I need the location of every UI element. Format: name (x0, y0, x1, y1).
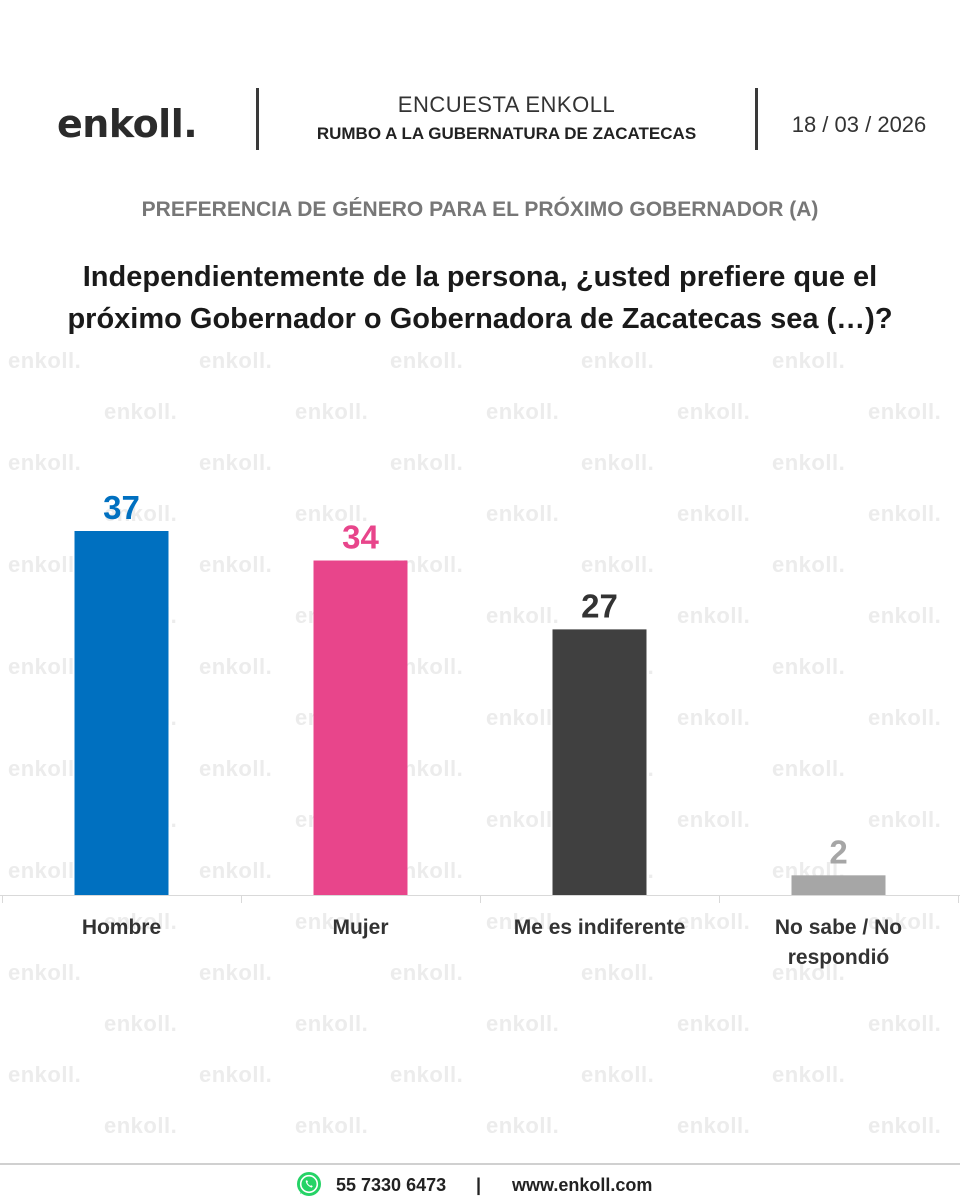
watermark-text: enkoll. (486, 501, 560, 526)
watermark-text: enkoll. (868, 501, 942, 526)
watermark-text: enkoll. (199, 450, 273, 475)
watermark-text: enkoll. (8, 1062, 82, 1087)
watermark-text: enkoll. (199, 552, 273, 577)
category-label: No sabe / No (775, 916, 902, 939)
watermark-text: enkoll. (677, 501, 751, 526)
watermark-text: enkoll. (486, 1113, 560, 1138)
watermark-text: enkoll. (581, 960, 655, 985)
footer-phone: 55 7330 6473 (336, 1175, 447, 1195)
watermark-text: enkoll. (581, 552, 655, 577)
footer-separator: | (476, 1175, 482, 1195)
category-label: Me es indiferente (514, 916, 686, 939)
bar (552, 629, 647, 895)
watermark-text: enkoll. (677, 399, 751, 424)
watermark-text: enkoll. (390, 348, 464, 373)
watermark-text: enkoll. (8, 552, 82, 577)
watermark-text: enkoll. (486, 807, 560, 832)
watermark-text: enkoll. (8, 654, 82, 679)
watermark-text: enkoll. (199, 348, 273, 373)
watermark-text: enkoll. (581, 1062, 655, 1087)
bar (74, 531, 169, 895)
watermark-text: enkoll. (295, 501, 369, 526)
watermark-text: enkoll. (772, 756, 846, 781)
enkoll-logo: enkoll. (57, 102, 198, 146)
watermark-text: enkoll. (772, 1062, 846, 1087)
watermark-text: enkoll. (104, 1113, 178, 1138)
watermark-text: enkoll. (868, 807, 942, 832)
header-divider (755, 88, 758, 150)
watermark-text: enkoll. (104, 501, 178, 526)
whatsapp-icon (297, 1172, 321, 1196)
watermark-text: enkoll. (8, 348, 82, 373)
watermark-text: enkoll. (295, 909, 369, 934)
watermark-text: enkoll. (772, 654, 846, 679)
watermark-text: enkoll. (199, 1062, 273, 1087)
watermark-text: enkoll. (199, 654, 273, 679)
watermark-text: enkoll. (677, 1113, 751, 1138)
watermark-text: enkoll. (8, 960, 82, 985)
section-title: PREFERENCIA DE GÉNERO PARA EL PRÓXIMO GO… (141, 198, 819, 221)
category-label: Hombre (82, 916, 161, 939)
survey-date: 18 / 03 / 2026 (791, 112, 927, 137)
watermark-text: enkoll. (868, 603, 942, 628)
data-label: 37 (103, 489, 140, 526)
watermark-text: enkoll. (486, 603, 560, 628)
watermark-text: enkoll. (581, 450, 655, 475)
data-label: 27 (581, 587, 618, 624)
watermark-text: enkoll. (199, 858, 273, 883)
category-label: respondió (788, 946, 890, 969)
watermark-text: enkoll. (772, 960, 846, 985)
watermark-text: enkoll. (390, 1062, 464, 1087)
watermark-text: enkoll. (677, 807, 751, 832)
watermark-text: enkoll. (390, 960, 464, 985)
watermark-text: enkoll. (486, 705, 560, 730)
watermark-text: enkoll. (868, 909, 942, 934)
watermark-text: enkoll. (772, 348, 846, 373)
watermark-text: enkoll. (677, 909, 751, 934)
watermark-text: enkoll. (486, 909, 560, 934)
watermark-text: enkoll. (295, 1113, 369, 1138)
watermark-text: enkoll. (390, 450, 464, 475)
header: enkoll. ENCUESTA ENKOLL RUMBO A LA GUBER… (0, 80, 960, 160)
data-label: 2 (829, 833, 847, 870)
watermark-text: enkoll. (772, 552, 846, 577)
survey-subtitle: RUMBO A LA GUBERNATURA DE ZACATECAS (316, 124, 697, 143)
watermark-text: enkoll. (677, 1011, 751, 1036)
watermark-text: enkoll. (486, 1011, 560, 1036)
watermark-text: enkoll. (104, 399, 178, 424)
bar (313, 560, 408, 895)
watermark-text: enkoll. (104, 909, 178, 934)
bar (791, 875, 886, 895)
category-label: Mujer (332, 916, 388, 939)
watermark-text: enkoll. (677, 705, 751, 730)
watermark-text: enkoll. (486, 399, 560, 424)
watermark-text: enkoll. (868, 1011, 942, 1036)
survey-title: ENCUESTA ENKOLL (397, 92, 616, 117)
watermark-text: enkoll. (295, 1011, 369, 1036)
watermark-text: enkoll. (868, 1113, 942, 1138)
watermark-text: enkoll. (868, 399, 942, 424)
data-label: 34 (342, 519, 379, 556)
watermark-text: enkoll. (8, 450, 82, 475)
watermark-text: enkoll. (199, 756, 273, 781)
watermark-text: enkoll. (677, 603, 751, 628)
watermark-text: enkoll. (199, 960, 273, 985)
watermark-text: enkoll. (8, 858, 82, 883)
watermark-text: enkoll. (8, 756, 82, 781)
watermark-text: enkoll. (104, 1011, 178, 1036)
footer-website[interactable]: www.enkoll.com (512, 1175, 653, 1195)
footer: 55 7330 6473 | www.enkoll.com (0, 1170, 960, 1200)
watermark-text: enkoll. (295, 399, 369, 424)
survey-question: Independientemente de la persona, ¿usted… (67, 261, 893, 335)
watermark-text: enkoll. (772, 450, 846, 475)
watermark-text: enkoll. (581, 348, 655, 373)
watermark-text: enkoll. (868, 705, 942, 730)
header-divider (256, 88, 259, 150)
footer-divider (0, 1163, 960, 1165)
